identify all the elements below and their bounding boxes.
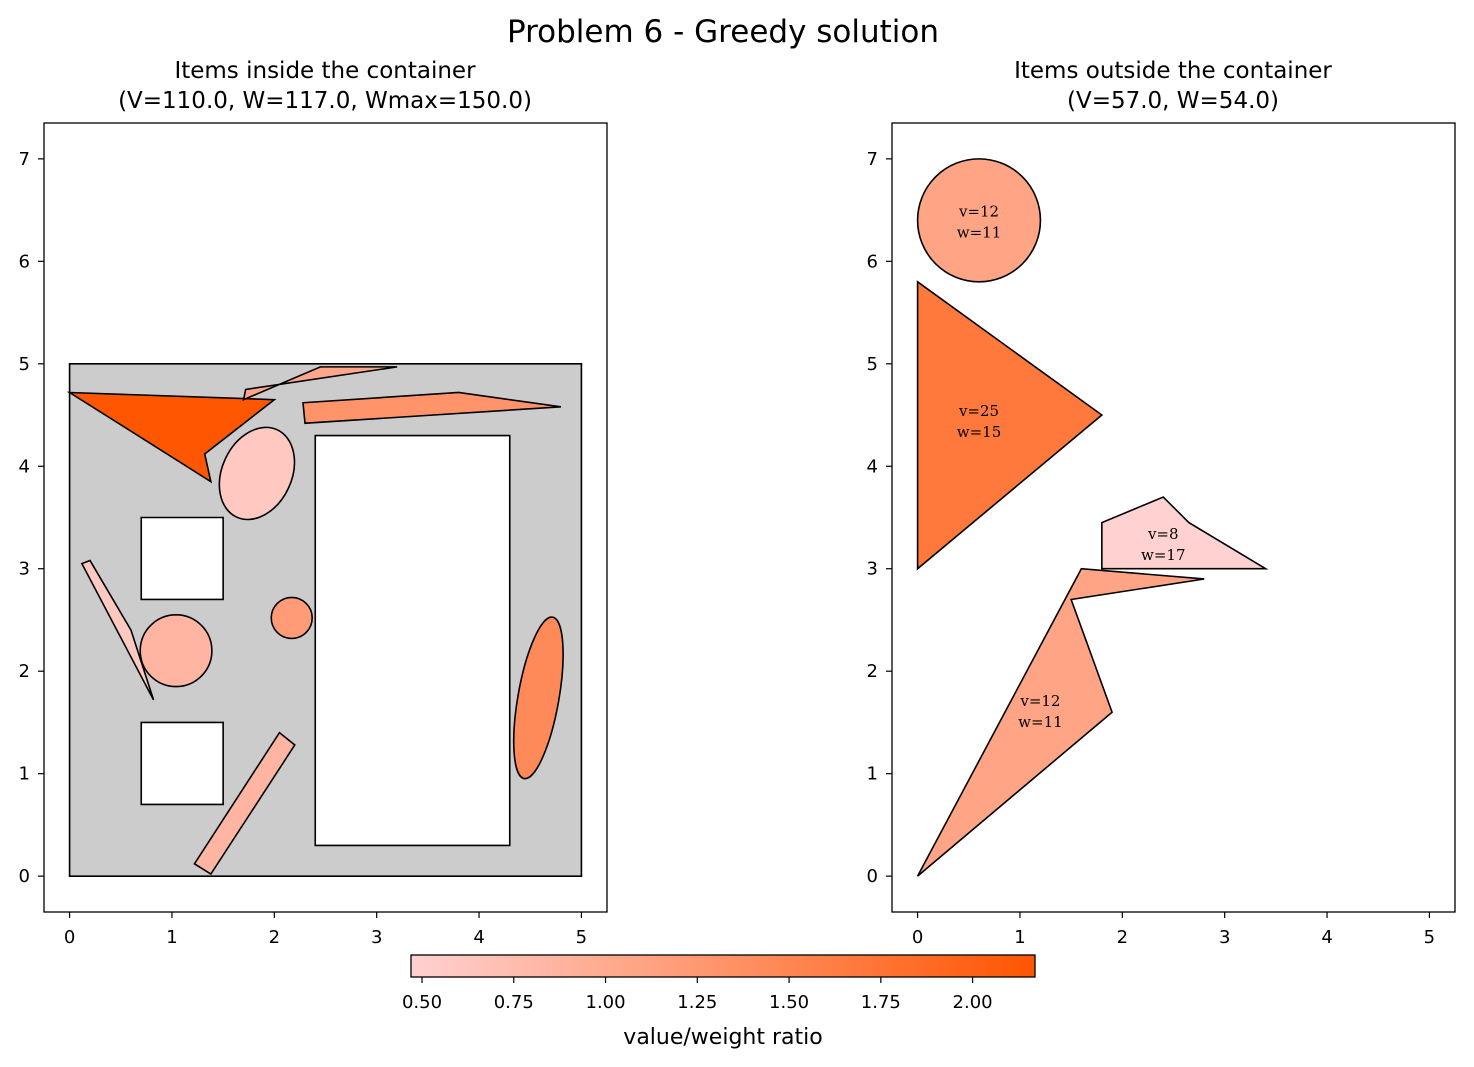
outside-item-4-polygon [916, 567, 1205, 877]
x-tick-label: 3 [371, 927, 382, 948]
inside-item-3-polygon [302, 391, 562, 425]
inside-item-7-circle [270, 596, 313, 640]
outside-item-2-polygon [916, 280, 1104, 571]
inside-item-5-polygon [80, 559, 155, 701]
inside-item-1-polygon [66, 391, 277, 484]
y-tick-label: 2 [19, 661, 30, 682]
colorbar-label: value/weight ratio [623, 1025, 822, 1050]
axes-title-inside-line2: (V=110.0, W=117.0, Wmax=150.0) [118, 88, 532, 114]
x-tick-label: 0 [64, 927, 75, 948]
axes-inside-container: Items inside the container (V=110.0, W=1… [19, 58, 608, 948]
x-tick-label: 4 [1321, 927, 1332, 948]
outside-item-2-value-label: v=25 [958, 402, 999, 420]
y-tick-label: 1 [19, 764, 30, 785]
outside-item-3-weight-label: w=17 [1141, 546, 1186, 564]
y-tick-label: 0 [19, 866, 30, 887]
y-tick-label: 4 [867, 456, 878, 477]
colorbar-tick-label: 1.00 [586, 992, 626, 1013]
inside-item-4-ellipse [218, 426, 296, 521]
plot-area-outside: v=12 w=11 v=25 w=15 v=8 w=17 v=12 w=11 [916, 158, 1269, 877]
y-tick-label: 3 [19, 559, 30, 580]
ticks-outside: 0 1 2 3 4 5 0 1 2 3 4 5 6 7 [867, 149, 1436, 948]
outside-item-1-value-label: v=12 [958, 202, 999, 220]
x-tick-label: 1 [1014, 927, 1025, 948]
y-tick-label: 3 [867, 559, 878, 580]
inside-item-8-polygon [193, 731, 296, 876]
y-tick-label: 1 [867, 764, 878, 785]
axes-frame-outside [891, 122, 1456, 913]
x-tick-label: 0 [912, 927, 923, 948]
inside-item-2-polygon [242, 366, 398, 401]
colorbar-gradient [410, 954, 1036, 978]
outside-item-1-circle [916, 158, 1042, 283]
x-tick-label: 1 [166, 927, 177, 948]
colorbar-tick-label: 1.75 [861, 992, 901, 1013]
x-tick-label: 4 [473, 927, 484, 948]
axes-title-outside-line1: Items outside the container [1014, 58, 1332, 84]
inside-item-6-circle [139, 614, 213, 688]
axes-title-outside-line2: (V=57.0, W=54.0) [1067, 88, 1279, 114]
plot-area-inside [66, 363, 583, 877]
inside-item-9-ellipse [512, 616, 564, 780]
x-tick-label: 3 [1219, 927, 1230, 948]
y-tick-label: 6 [867, 251, 878, 272]
x-tick-label: 5 [1424, 927, 1435, 948]
outside-item-2-weight-label: w=15 [957, 423, 1002, 441]
colorbar-tick-label: 1.50 [769, 992, 809, 1013]
axes-title-inside-line1: Items inside the container [174, 58, 476, 84]
axes-frame-inside [43, 122, 608, 913]
y-tick-label: 4 [19, 456, 30, 477]
outside-item-3-polygon [1101, 496, 1269, 570]
y-tick-label: 5 [19, 354, 30, 375]
y-tick-label: 0 [867, 866, 878, 887]
outside-item-4-value-label: v=12 [1019, 692, 1060, 710]
figure-title: Problem 6 - Greedy solution [507, 14, 939, 50]
outside-item-4-weight-label: w=11 [1018, 713, 1063, 731]
colorbar-tick-label: 0.50 [402, 992, 442, 1013]
ticks-inside: 0 1 2 3 4 5 0 1 2 3 4 5 6 7 [19, 149, 588, 948]
colorbar-ticks: 0.50 0.75 1.00 1.25 1.50 1.75 2.00 [402, 977, 993, 1013]
x-tick-label: 2 [269, 927, 280, 948]
y-tick-label: 6 [19, 251, 30, 272]
y-tick-label: 5 [867, 354, 878, 375]
y-tick-label: 2 [867, 661, 878, 682]
colorbar: 0.50 0.75 1.00 1.25 1.50 1.75 2.00 value/weigh… [402, 954, 1036, 1050]
x-tick-label: 2 [1117, 927, 1128, 948]
container-shape [68, 363, 583, 877]
y-tick-label: 7 [19, 149, 30, 170]
outside-item-3-value-label: v=8 [1147, 525, 1179, 543]
y-tick-label: 7 [867, 149, 878, 170]
outside-item-1-weight-label: w=11 [957, 223, 1002, 241]
colorbar-tick-label: 0.75 [494, 992, 534, 1013]
axes-outside-container: Items outside the container (V=57.0, W=5… [867, 58, 1456, 948]
x-tick-label: 5 [576, 927, 587, 948]
colorbar-tick-label: 1.25 [677, 992, 717, 1013]
colorbar-tick-label: 2.00 [953, 992, 993, 1013]
